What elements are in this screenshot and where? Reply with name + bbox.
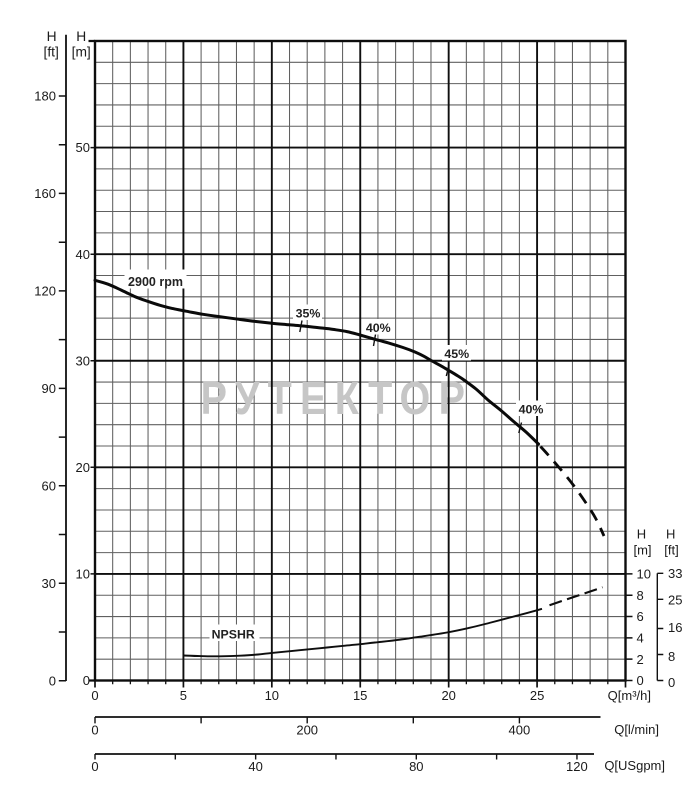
svg-text:15: 15 — [353, 688, 367, 703]
svg-text:Q[USgpm]: Q[USgpm] — [604, 758, 665, 773]
svg-text:Q[m³/h]: Q[m³/h] — [608, 688, 651, 703]
svg-text:35%: 35% — [296, 306, 321, 320]
svg-text:2900 rpm: 2900 rpm — [128, 275, 183, 289]
svg-text:0: 0 — [637, 673, 644, 688]
svg-text:Q[l/min]: Q[l/min] — [614, 722, 659, 737]
svg-text:H: H — [47, 29, 57, 44]
svg-text:8: 8 — [637, 588, 644, 603]
svg-text:200: 200 — [296, 723, 318, 738]
svg-text:120: 120 — [566, 759, 588, 774]
svg-text:40: 40 — [248, 759, 262, 774]
svg-text:[ft]: [ft] — [664, 543, 678, 558]
svg-text:160: 160 — [34, 186, 56, 201]
svg-text:NPSHR: NPSHR — [212, 628, 255, 642]
svg-text:20: 20 — [441, 688, 455, 703]
svg-text:30: 30 — [76, 353, 90, 368]
svg-text:8: 8 — [668, 649, 675, 664]
svg-text:10: 10 — [265, 688, 279, 703]
svg-text:0: 0 — [91, 688, 98, 703]
svg-text:0: 0 — [91, 759, 98, 774]
svg-text:H: H — [637, 527, 646, 542]
svg-text:4: 4 — [637, 631, 644, 646]
svg-text:6: 6 — [637, 609, 644, 624]
svg-text:180: 180 — [34, 89, 56, 104]
svg-text:0: 0 — [83, 673, 90, 688]
svg-text:80: 80 — [409, 759, 423, 774]
svg-text:0: 0 — [49, 673, 56, 688]
svg-text:5: 5 — [180, 688, 187, 703]
svg-text:[m]: [m] — [72, 44, 91, 59]
svg-text:10: 10 — [637, 567, 651, 582]
svg-text:10: 10 — [76, 567, 90, 582]
svg-text:120: 120 — [34, 284, 56, 299]
svg-text:400: 400 — [509, 723, 531, 738]
svg-text:20: 20 — [76, 460, 90, 475]
svg-text:[m]: [m] — [633, 543, 651, 558]
svg-text:90: 90 — [42, 381, 56, 396]
svg-text:[ft]: [ft] — [44, 44, 59, 59]
svg-text:0: 0 — [668, 675, 675, 690]
svg-text:25: 25 — [530, 688, 544, 703]
svg-text:2: 2 — [637, 652, 644, 667]
svg-text:H: H — [76, 29, 86, 44]
svg-text:0: 0 — [91, 723, 98, 738]
svg-text:40: 40 — [76, 247, 90, 262]
svg-text:16: 16 — [668, 620, 682, 635]
svg-text:40%: 40% — [519, 402, 544, 416]
svg-text:25: 25 — [668, 592, 682, 607]
svg-text:45%: 45% — [444, 347, 469, 361]
svg-text:40%: 40% — [366, 321, 391, 335]
svg-text:H: H — [666, 527, 675, 542]
svg-text:33: 33 — [668, 566, 682, 581]
svg-text:30: 30 — [42, 576, 56, 591]
svg-text:50: 50 — [76, 140, 90, 155]
svg-text:60: 60 — [42, 478, 56, 493]
